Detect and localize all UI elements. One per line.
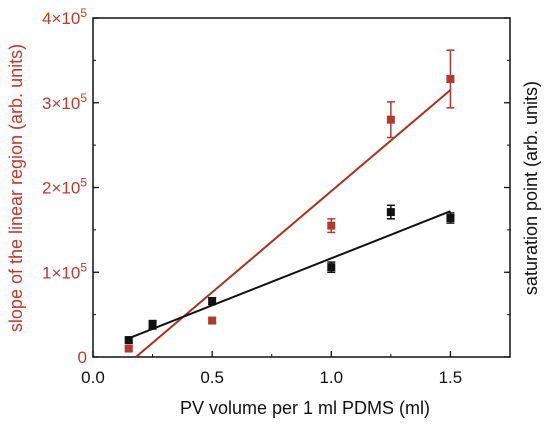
data-point — [208, 316, 217, 325]
data-point — [327, 221, 336, 230]
data-point — [386, 208, 395, 217]
data-point — [148, 320, 157, 329]
data-point — [327, 263, 336, 272]
y-tick-label: 4×105 — [42, 6, 87, 28]
data-point — [124, 336, 133, 345]
x-tick-label: 0.0 — [81, 368, 105, 387]
data-point — [208, 297, 217, 306]
data-point — [124, 344, 133, 353]
fit-lines — [128, 89, 452, 358]
data-point — [386, 115, 395, 124]
tick-labels: 0.0 0.5 1.0 1.5 0 1×105 2×105 3×105 4×105 — [42, 6, 462, 387]
x-tick-label: 0.5 — [200, 368, 224, 387]
y-tick-label: 1×105 — [42, 260, 87, 282]
axis-ticks — [92, 17, 510, 358]
x-axis-label: PV volume per 1 ml PDMS (ml) — [180, 398, 430, 418]
data-point — [446, 75, 455, 84]
plot-frame — [92, 17, 511, 358]
x-tick-label: 1.5 — [439, 368, 463, 387]
y-axis-right-label: saturation point (arb. units) — [521, 81, 541, 295]
plot-border — [92, 17, 511, 358]
x-tick-label: 1.0 — [319, 368, 343, 387]
fit-line — [128, 210, 451, 340]
y-tick-label: 0 — [78, 348, 87, 367]
y-tick-label: 3×105 — [42, 91, 87, 113]
y-axis-left-label: slope of the linear region (arb. units) — [6, 44, 26, 332]
y-tick-label: 2×105 — [42, 176, 87, 198]
data-point — [446, 214, 455, 223]
fit-line — [135, 89, 452, 358]
data-points — [124, 49, 455, 353]
